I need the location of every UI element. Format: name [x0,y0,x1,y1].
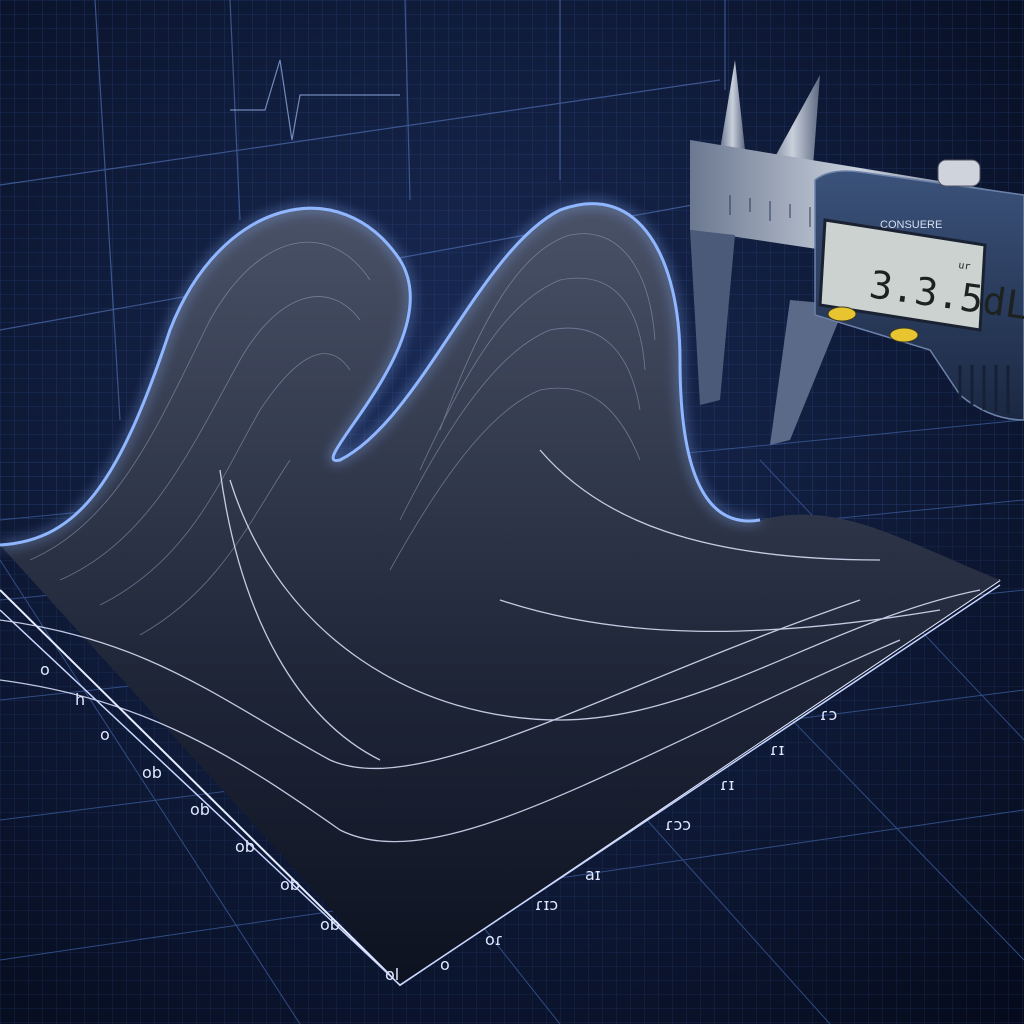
left-scale-mark: ob [190,800,210,819]
caliper-upper-jaw-left [720,60,745,150]
caliper-button-right [889,327,919,343]
wave-wireframe [0,449,981,843]
wave-surface-fill [0,203,1000,985]
left-scale-mark: ob [235,837,255,856]
left-scale-mark: h [75,690,85,709]
wave-surface [0,202,1000,985]
left-scale: o h o ob ob ob ob ob ol [0,609,401,986]
front-scale-mark: ɾɔɔ [665,815,691,834]
caliper-unit: ur [958,260,971,273]
front-scale-mark: ɾɪɔ [535,895,558,914]
caliper-upper-jaw-right [765,75,820,180]
front-scale-mark: ɾɪ [770,740,784,759]
front-scale-mark: o [440,955,450,974]
caliper-beam-scale [729,195,811,227]
front-scale-mark: aɪ [585,865,601,884]
caliper-lower-jaw-sliding [770,300,845,445]
caliper-lcd [818,218,987,332]
caliper-thumb-wheel [937,159,981,187]
left-scale-mark: o [100,725,110,744]
front-scale: o oɾ ɾɪɔ aɪ ɾɔɔ ɾɪ ɾɪ ɾɔ [399,584,1001,986]
front-scale-mark: oɾ [485,930,503,949]
left-scale-mark: ob [142,763,162,782]
left-scale-mark: ob [280,875,300,894]
caliper-grip [958,365,1010,414]
caliper-button-left [827,306,857,322]
left-scale-mark: ol [385,965,399,984]
wave-crest-glow [0,202,761,547]
caliper-lower-jaw-fixed [690,230,735,405]
left-scale-mark: ob [320,915,340,934]
left-scale-mark: o [40,660,50,679]
front-scale-mark: ɾɔ [820,705,837,724]
wave-contours [29,233,656,636]
back-wall-waveform [230,59,400,141]
caliper-brand: CONSUERE [880,219,942,231]
front-scale-mark: ɾɪ [720,775,734,794]
